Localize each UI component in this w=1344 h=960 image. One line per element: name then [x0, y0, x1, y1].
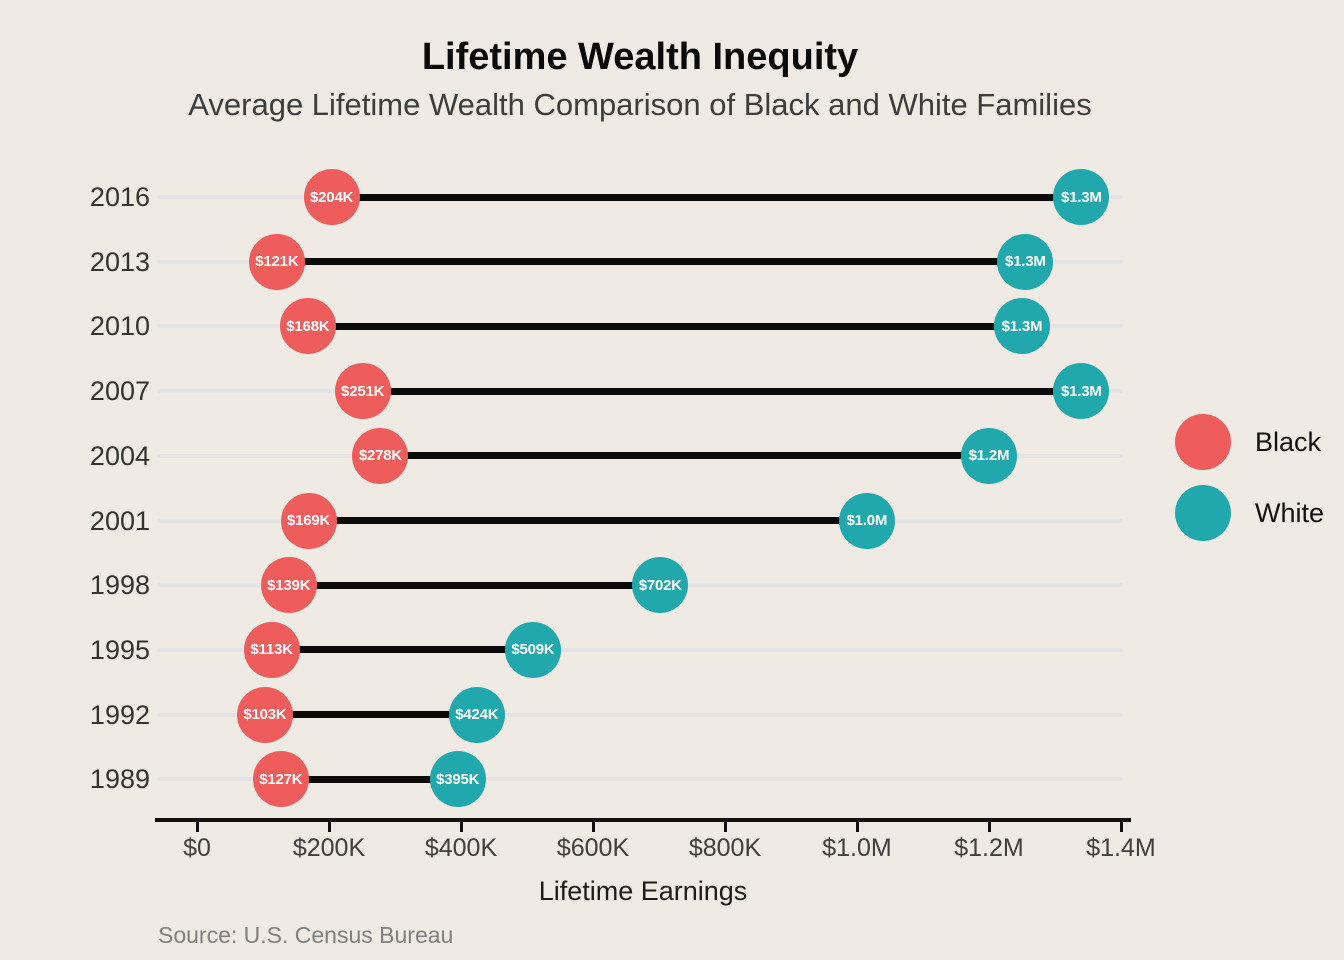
connector-line	[331, 193, 1082, 201]
connector-line	[264, 711, 477, 719]
black-series-dot: $127K	[252, 751, 309, 808]
x-axis-title: Lifetime Earnings	[538, 876, 748, 906]
legend-item-black: Black	[1175, 414, 1324, 470]
black-series-dot: $103K	[236, 686, 293, 743]
legend-label-white: White	[1255, 497, 1325, 528]
dot-value-label: $127K	[259, 770, 303, 788]
white-series-dot: $1.3M	[997, 233, 1054, 290]
black-series-dot: $204K	[303, 169, 360, 225]
y-axis-label-2004: 2004	[89, 440, 150, 471]
y-axis-label-2016: 2016	[89, 182, 150, 212]
white-series-dot: $1.0M	[838, 492, 895, 549]
row-gridline	[157, 712, 1123, 717]
dot-value-label: $169K	[286, 512, 331, 529]
dot-value-label: $1.3M	[1061, 382, 1102, 400]
y-axis-label-1992: 1992	[89, 699, 150, 730]
white-series-dot: $1.3M	[1053, 363, 1110, 420]
x-axis-tick-label: $1.2M	[954, 834, 1024, 862]
dot-value-label: $395K	[436, 770, 480, 788]
connector-line	[308, 517, 867, 524]
white-series-dot: $1.2M	[961, 427, 1017, 484]
x-axis-tick-label: $200K	[292, 834, 366, 862]
y-axis-label-2010: 2010	[89, 311, 150, 342]
source-note: Source: U.S. Census Bureau	[158, 922, 454, 948]
dot-value-label: $1.3M	[1061, 188, 1102, 206]
dot-value-label: $251K	[341, 382, 385, 400]
y-axis-label-2007: 2007	[89, 376, 150, 407]
white-series-dot: $702K	[632, 557, 689, 614]
white-series-dot: $509K	[504, 621, 561, 678]
connector-line	[276, 258, 1026, 266]
y-axis-label-2013: 2013	[89, 246, 150, 277]
black-series-dot: $121K	[248, 233, 305, 290]
legend-item-white: White	[1175, 485, 1324, 541]
dot-value-label: $1.2M	[968, 447, 1010, 465]
x-axis-tick	[723, 821, 727, 832]
x-axis-line	[155, 818, 1131, 822]
legend-swatch-white-icon	[1175, 485, 1231, 541]
legend-swatch-black-icon	[1175, 414, 1231, 470]
x-axis-tick-label: $1.0M	[822, 834, 892, 862]
x-axis-tick-label: $0	[183, 834, 211, 862]
dot-value-label: $509K	[511, 641, 555, 659]
dot-value-label: $204K	[310, 188, 354, 206]
x-axis-tick	[195, 821, 199, 832]
x-axis-tick-label: $600K	[556, 834, 630, 862]
connector-line	[271, 646, 533, 654]
x-axis-tick	[855, 821, 859, 832]
y-axis-label-2001: 2001	[89, 505, 150, 536]
dot-value-label: $1.3M	[1001, 317, 1043, 335]
x-axis-tick-label: $400K	[424, 834, 498, 862]
x-axis-tick-label: $800K	[688, 834, 762, 862]
row-gridline	[157, 777, 1123, 782]
x-axis-tick	[1119, 821, 1123, 832]
x-axis-tick	[459, 821, 463, 832]
black-series-dot: $251K	[334, 363, 391, 420]
dot-value-label: $103K	[243, 706, 287, 724]
white-series-dot: $395K	[429, 751, 486, 808]
dot-value-label: $278K	[358, 447, 403, 465]
y-axis-label-1998: 1998	[89, 570, 150, 601]
dot-value-label: $168K	[286, 317, 330, 335]
dot-value-label: $121K	[255, 253, 299, 271]
dot-value-label: $424K	[455, 706, 499, 724]
white-series-dot: $1.3M	[994, 298, 1050, 355]
connector-line	[307, 322, 1022, 330]
connector-line	[362, 387, 1082, 395]
x-axis-tick-label: $1.4M	[1086, 834, 1156, 862]
dot-value-label: $113K	[250, 641, 293, 659]
x-axis-tick	[987, 821, 991, 832]
black-series-dot: $113K	[243, 621, 300, 678]
y-axis-label-1995: 1995	[89, 634, 150, 665]
y-axis-label-1989: 1989	[89, 764, 150, 795]
chart-title: Lifetime Wealth Inequity	[421, 36, 859, 78]
connector-line	[288, 581, 661, 589]
dot-value-label: $1.0M	[846, 512, 888, 529]
white-series-dot: $1.3M	[1053, 169, 1110, 225]
dot-value-label: $702K	[638, 576, 682, 594]
black-series-dot: $169K	[280, 492, 337, 549]
black-series-dot: $168K	[279, 298, 336, 355]
legend-label-black: Black	[1255, 426, 1322, 457]
row-gridline	[157, 647, 1123, 652]
connector-line	[380, 452, 989, 460]
black-series-dot: $278K	[352, 427, 409, 484]
x-axis-tick	[591, 821, 595, 832]
white-series-dot: $424K	[448, 686, 505, 743]
connector-line	[280, 775, 458, 783]
legend: Black White	[1175, 414, 1324, 541]
dot-value-label: $139K	[267, 576, 311, 594]
x-axis-tick	[327, 821, 331, 832]
black-series-dot: $139K	[260, 557, 317, 614]
dot-value-label: $1.3M	[1004, 253, 1046, 271]
chart-subtitle: Average Lifetime Wealth Comparison of Bl…	[188, 87, 1092, 122]
